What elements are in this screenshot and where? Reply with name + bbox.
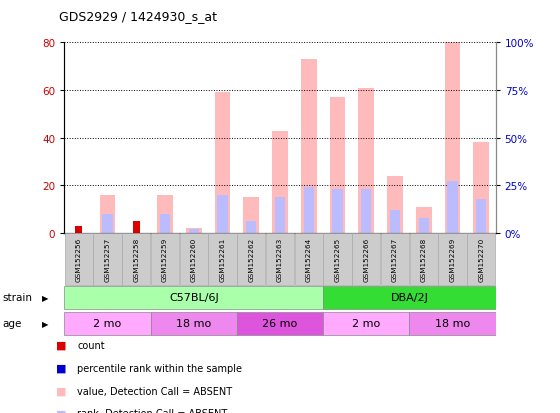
Text: count: count <box>77 340 105 350</box>
Bar <box>323 286 496 309</box>
Bar <box>304 188 314 233</box>
Bar <box>122 233 151 285</box>
Text: ▶: ▶ <box>42 319 49 328</box>
Bar <box>133 221 140 233</box>
Bar <box>208 233 237 285</box>
Text: GSM152258: GSM152258 <box>133 237 139 282</box>
Text: GSM152259: GSM152259 <box>162 237 168 282</box>
Text: GSM152266: GSM152266 <box>363 237 369 282</box>
Bar <box>151 233 179 285</box>
Text: GSM152263: GSM152263 <box>277 237 283 282</box>
Text: ■: ■ <box>56 408 67 413</box>
Text: GSM152267: GSM152267 <box>392 237 398 282</box>
Bar <box>244 198 259 233</box>
Text: 26 mo: 26 mo <box>263 318 297 328</box>
Text: GSM152270: GSM152270 <box>478 237 484 282</box>
Bar <box>246 222 256 233</box>
Text: ■: ■ <box>56 363 67 373</box>
Bar <box>217 195 227 233</box>
Text: C57BL/6J: C57BL/6J <box>169 293 218 303</box>
Bar <box>214 93 230 233</box>
Bar <box>419 218 429 233</box>
Bar <box>75 226 82 233</box>
Text: GSM152261: GSM152261 <box>220 237 226 282</box>
Bar <box>186 229 202 233</box>
Bar <box>272 131 288 233</box>
Text: GDS2929 / 1424930_s_at: GDS2929 / 1424930_s_at <box>59 10 217 23</box>
Text: age: age <box>3 318 22 328</box>
Bar <box>352 233 380 285</box>
Text: 18 mo: 18 mo <box>176 318 211 328</box>
Bar <box>64 233 93 285</box>
Bar <box>180 233 208 285</box>
Bar <box>94 233 122 285</box>
Text: rank, Detection Call = ABSENT: rank, Detection Call = ABSENT <box>77 408 227 413</box>
Bar <box>409 233 438 285</box>
Bar <box>361 190 371 233</box>
Bar <box>416 207 432 233</box>
Bar <box>102 214 113 233</box>
Bar <box>160 214 170 233</box>
Bar <box>438 233 466 285</box>
Text: DBA/2J: DBA/2J <box>390 293 428 303</box>
Bar <box>100 195 115 233</box>
Bar <box>237 233 265 285</box>
Bar <box>275 197 285 233</box>
Bar <box>237 312 323 335</box>
Text: GSM152260: GSM152260 <box>191 237 197 282</box>
Bar <box>323 312 409 335</box>
Text: ■: ■ <box>56 340 67 350</box>
Bar <box>358 88 374 233</box>
Bar <box>189 230 199 233</box>
Bar <box>409 312 496 335</box>
Bar <box>473 143 489 233</box>
Text: GSM152264: GSM152264 <box>306 237 312 282</box>
Bar <box>447 182 458 233</box>
Bar <box>151 312 237 335</box>
Text: GSM152265: GSM152265 <box>334 237 340 282</box>
Text: 2 mo: 2 mo <box>94 318 122 328</box>
Bar <box>390 211 400 233</box>
Bar <box>157 195 173 233</box>
Bar <box>64 286 323 309</box>
Bar <box>64 312 151 335</box>
Text: value, Detection Call = ABSENT: value, Detection Call = ABSENT <box>77 386 232 396</box>
Text: strain: strain <box>3 293 33 303</box>
Text: GSM152256: GSM152256 <box>76 237 82 282</box>
Bar <box>467 233 496 285</box>
Bar <box>323 233 352 285</box>
Bar <box>295 233 323 285</box>
Bar <box>330 98 346 233</box>
Bar <box>387 176 403 233</box>
Text: GSM152269: GSM152269 <box>450 237 455 282</box>
Text: GSM152262: GSM152262 <box>248 237 254 282</box>
Bar <box>476 199 486 233</box>
Bar <box>266 233 294 285</box>
Bar <box>333 190 343 233</box>
Text: percentile rank within the sample: percentile rank within the sample <box>77 363 242 373</box>
Text: ■: ■ <box>56 386 67 396</box>
Bar <box>381 233 409 285</box>
Text: GSM152257: GSM152257 <box>105 237 110 282</box>
Text: GSM152268: GSM152268 <box>421 237 427 282</box>
Bar <box>445 43 460 233</box>
Text: ▶: ▶ <box>42 293 49 302</box>
Text: 18 mo: 18 mo <box>435 318 470 328</box>
Text: 2 mo: 2 mo <box>352 318 380 328</box>
Bar <box>301 60 316 233</box>
